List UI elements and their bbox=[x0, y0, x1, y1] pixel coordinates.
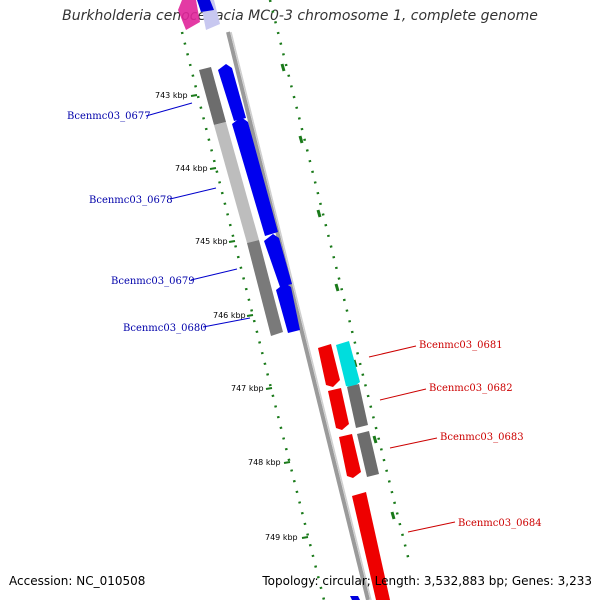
tick-mark bbox=[301, 536, 309, 539]
tick-mark bbox=[246, 314, 254, 317]
tick-marks bbox=[190, 94, 309, 539]
forward-genes bbox=[199, 64, 300, 336]
label-leader bbox=[389, 437, 438, 449]
guide-dash-mark bbox=[390, 511, 396, 520]
guide-dash-mark bbox=[372, 435, 378, 444]
partial-feature-blue bbox=[197, 0, 214, 12]
guide-dash-mark bbox=[280, 63, 286, 72]
forward-gene-labels: Bcenmc03_0677 Bcenmc03_0678 Bcenmc03_067… bbox=[67, 102, 251, 334]
tick-mark bbox=[209, 167, 217, 170]
partial-feature-bottom-blue bbox=[350, 596, 360, 600]
label-leader bbox=[190, 268, 238, 281]
gene-label-0682[interactable]: Bcenmc03_0682 bbox=[429, 383, 513, 394]
gene-label-0684[interactable]: Bcenmc03_0684 bbox=[458, 518, 542, 529]
gene-label-0681[interactable]: Bcenmc03_0681 bbox=[419, 340, 503, 351]
gene-bar-0677-grey bbox=[199, 67, 226, 125]
gene-arrow-0682[interactable] bbox=[328, 388, 349, 430]
label-leader bbox=[379, 388, 427, 401]
tick-label: 749 kbp bbox=[265, 533, 298, 542]
gene-arrow-0681[interactable] bbox=[318, 344, 340, 387]
reverse-gene-labels: Bcenmc03_0681 Bcenmc03_0682 Bcenmc03_068… bbox=[368, 340, 542, 533]
guide-dash-mark bbox=[298, 135, 304, 144]
gene-arrow-0683[interactable] bbox=[339, 434, 361, 478]
gene-arrow-0681-cyan[interactable] bbox=[336, 341, 360, 388]
label-leader bbox=[145, 102, 193, 117]
gene-label-0683[interactable]: Bcenmc03_0683 bbox=[440, 432, 524, 443]
tick-label: 743 kbp bbox=[155, 91, 188, 100]
tick-label: 745 kbp bbox=[195, 237, 228, 246]
tick-label: 746 kbp bbox=[213, 311, 246, 320]
dotted-guide-line bbox=[268, 0, 412, 566]
guide-dash-mark bbox=[334, 283, 340, 292]
tick-label: 744 kbp bbox=[175, 164, 208, 173]
gene-bar-0678-grey bbox=[214, 122, 259, 243]
genome-axis-shadow bbox=[230, 31, 372, 600]
tick-mark bbox=[265, 387, 273, 390]
label-leader bbox=[169, 187, 217, 200]
gene-bar-0682-grey bbox=[347, 384, 368, 428]
genome-axis bbox=[226, 31, 370, 600]
gene-bar-0683-grey bbox=[357, 431, 379, 477]
gene-arrow-0678[interactable] bbox=[232, 117, 278, 236]
gene-arrow-0684[interactable] bbox=[352, 492, 390, 600]
gene-arrow-0677[interactable] bbox=[218, 64, 246, 121]
gene-label-0679[interactable]: Bcenmc03_0679 bbox=[111, 276, 195, 287]
tick-mark bbox=[228, 240, 236, 243]
gene-arrow-0679[interactable] bbox=[264, 234, 292, 287]
label-leader bbox=[407, 521, 456, 533]
partial-feature-pink bbox=[178, 0, 200, 30]
reverse-genes bbox=[318, 341, 390, 600]
gene-bar-0679-grey bbox=[247, 240, 283, 336]
tick-label: 748 kbp bbox=[248, 458, 281, 467]
tick-mark bbox=[283, 461, 291, 464]
accession-text: Accession: NC_010508 bbox=[9, 574, 146, 588]
label-leader bbox=[202, 317, 251, 328]
gene-label-0680[interactable]: Bcenmc03_0680 bbox=[123, 323, 207, 334]
tick-labels: 743 kbp 744 kbp 745 kbp 746 kbp 747 kbp … bbox=[155, 91, 298, 542]
genome-summary-text: Topology: circular; Length: 3,532,883 bp… bbox=[262, 574, 592, 588]
gene-arrow-0680[interactable] bbox=[276, 283, 300, 333]
label-leader bbox=[368, 345, 417, 358]
guide-dash-mark bbox=[316, 209, 322, 218]
gene-label-0678[interactable]: Bcenmc03_0678 bbox=[89, 195, 173, 206]
tick-mark bbox=[190, 94, 198, 97]
gene-label-0677[interactable]: Bcenmc03_0677 bbox=[67, 111, 151, 122]
tick-label: 747 kbp bbox=[231, 384, 264, 393]
